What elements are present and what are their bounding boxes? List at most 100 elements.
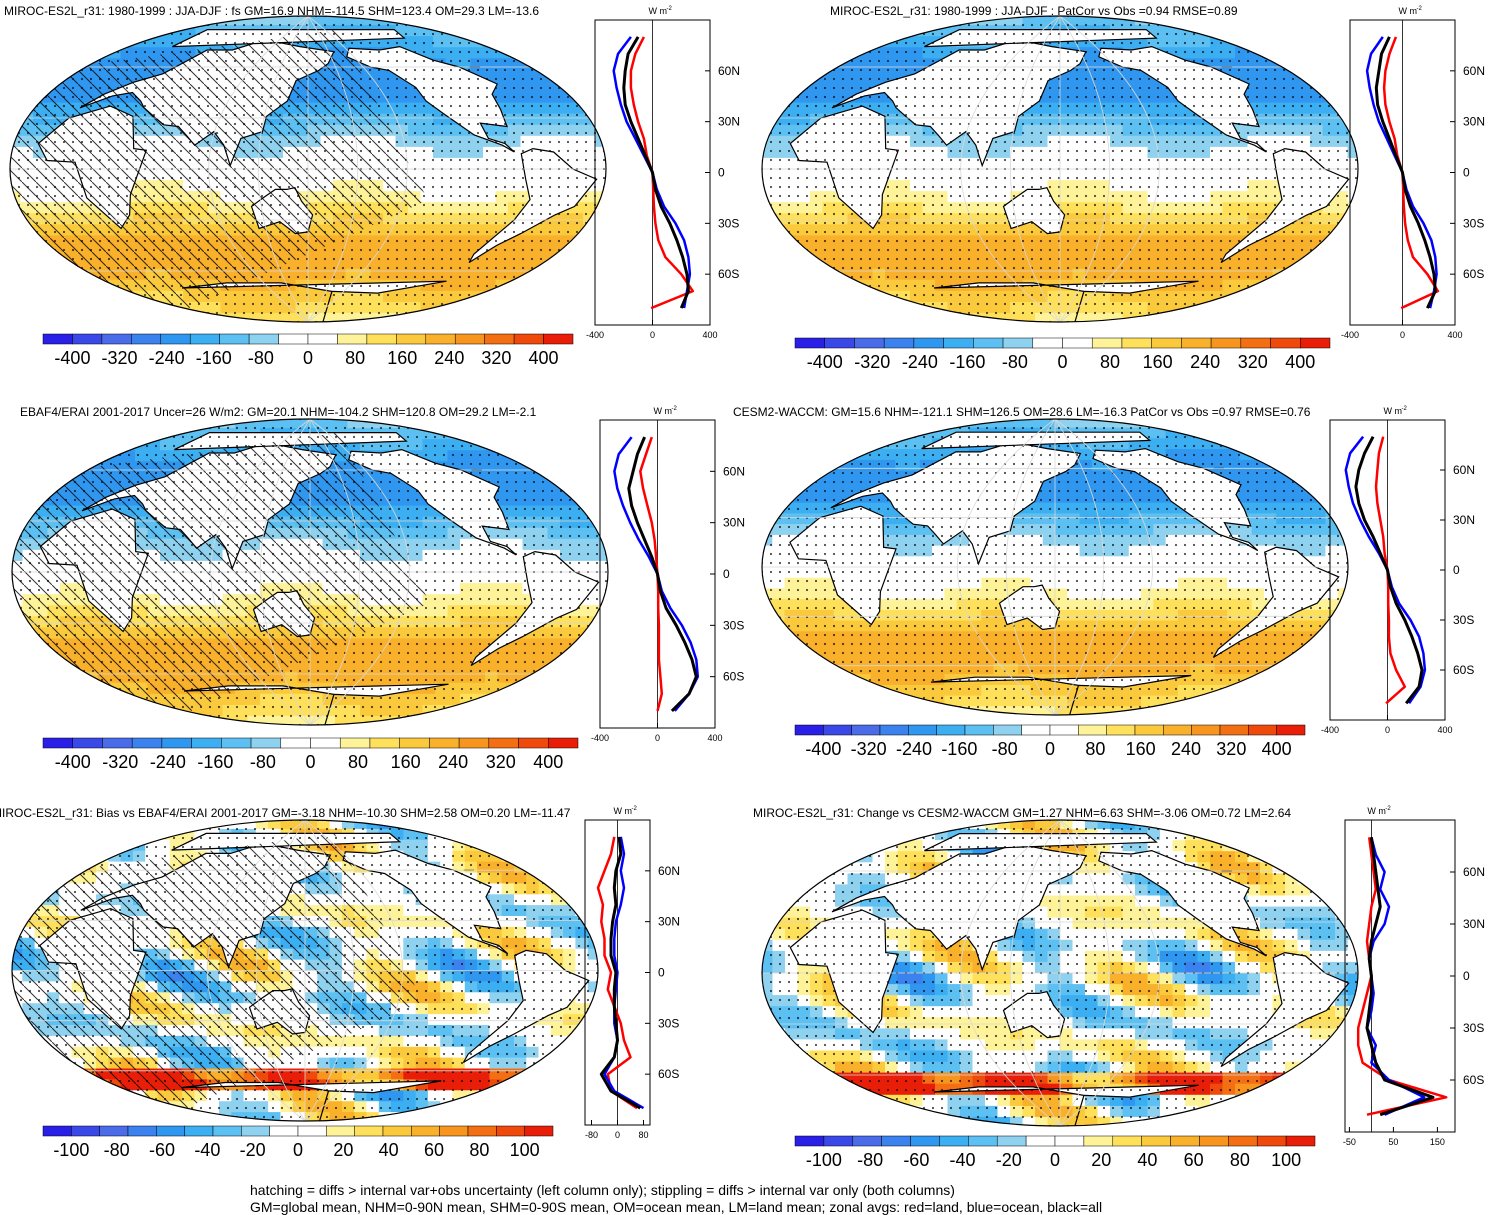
colorbar-tick-label: 400 xyxy=(533,752,563,772)
lat-tick-label: 0 xyxy=(1463,166,1470,180)
colorbar-tick-label: 240 xyxy=(438,752,468,772)
colorbar-tick-label: -400 xyxy=(807,352,843,372)
x-tick-label: -80 xyxy=(585,1130,598,1140)
colorbar-swatch xyxy=(1078,725,1106,735)
colorbar-tick-label: 60 xyxy=(424,1140,444,1160)
x-tick-label: 400 xyxy=(1437,725,1452,735)
colorbar-swatch xyxy=(853,1136,882,1146)
colorbar-tick-label: 80 xyxy=(1230,1150,1250,1170)
unit-label: W m xyxy=(614,806,633,816)
unit-superscript: -2 xyxy=(1402,406,1408,412)
colorbar-swatch xyxy=(270,1126,298,1136)
lat-tick-label: 0 xyxy=(658,966,665,980)
lat-tick-label: 60S xyxy=(1463,1073,1484,1087)
unit-label: W m xyxy=(654,406,673,416)
colorbar-tick-label: -20 xyxy=(996,1150,1022,1170)
colorbar-swatch xyxy=(73,738,103,748)
colorbar-swatch xyxy=(396,334,425,344)
colorbar-swatch xyxy=(311,738,341,748)
x-tick-label: -400 xyxy=(591,733,609,743)
colorbar-tick-label: 40 xyxy=(1137,1150,1157,1170)
colorbar-swatch xyxy=(544,334,573,344)
colorbar-tick-label: -40 xyxy=(950,1150,976,1170)
colorbar-swatch xyxy=(514,334,543,344)
lat-tick-label: 60S xyxy=(1463,267,1484,281)
colorbar-tick-label: -400 xyxy=(805,739,841,759)
colorbar-tick-label: 0 xyxy=(305,752,315,772)
colorbar-swatch xyxy=(823,725,851,735)
colorbar-tick-label: -320 xyxy=(854,352,890,372)
colorbar-tick-label: -80 xyxy=(248,348,274,368)
colorbar-tick-label: 320 xyxy=(481,348,511,368)
lat-tick-label: 30S xyxy=(1463,216,1484,230)
footer-note-line2: GM=global mean, NHM=0-90N mean, SHM=0-90… xyxy=(250,1199,1102,1215)
colorbar-swatch xyxy=(880,725,908,735)
zonal-line-all xyxy=(1356,437,1422,704)
colorbar-swatch xyxy=(43,334,72,344)
colorbar-tick-label: -100 xyxy=(53,1140,89,1160)
lat-tick-label: 30N xyxy=(1463,917,1485,931)
colorbar-tick-label: 0 xyxy=(1050,1150,1060,1170)
lat-tick-label: 30N xyxy=(1463,115,1485,129)
colorbar-swatch xyxy=(997,1136,1026,1146)
colorbar-swatch xyxy=(824,1136,853,1146)
colorbar-swatch xyxy=(221,738,251,748)
colorbar-swatch xyxy=(1220,725,1248,735)
lat-tick-label: 30N xyxy=(723,516,745,530)
colorbar-tick-label: 0 xyxy=(1045,739,1055,759)
colorbar-swatch xyxy=(161,334,190,344)
colorbar-tick-label: -80 xyxy=(857,1150,883,1170)
colorbar-swatch xyxy=(937,725,965,735)
colorbar-swatch xyxy=(281,738,311,748)
colorbar-tick-label: -240 xyxy=(149,348,185,368)
colorbar-tick-label: 80 xyxy=(469,1140,489,1160)
world-map xyxy=(8,14,608,324)
colorbar-swatch xyxy=(882,1136,911,1146)
colorbar-swatch xyxy=(854,338,884,348)
zonal-line-land xyxy=(1384,37,1438,308)
colorbar-swatch xyxy=(213,1126,241,1136)
colorbar-swatch xyxy=(429,738,459,748)
colorbar-swatch xyxy=(1003,338,1033,348)
colorbar-swatch xyxy=(914,338,944,348)
colorbar-tick-label: 400 xyxy=(1262,739,1292,759)
colorbar-swatch xyxy=(908,725,936,735)
x-tick-label: -400 xyxy=(586,330,604,340)
colorbar-tick-label: -160 xyxy=(197,752,233,772)
colorbar-tick-label: 160 xyxy=(1143,352,1173,372)
colorbar-swatch xyxy=(1171,1136,1200,1146)
colorbar-swatch xyxy=(162,738,192,748)
lat-tick-label: 60S xyxy=(723,670,744,684)
x-tick-label: 50 xyxy=(1388,1137,1398,1147)
colorbar-swatch xyxy=(1277,725,1305,735)
colorbar-tick-label: -80 xyxy=(250,752,276,772)
colorbar-swatch xyxy=(426,334,455,344)
colorbar-swatch xyxy=(884,338,914,348)
unit-label: W m xyxy=(649,6,668,16)
colorbar-swatch xyxy=(220,334,249,344)
colorbar-swatch xyxy=(298,1126,326,1136)
x-tick-label: -400 xyxy=(1341,330,1359,340)
colorbar-swatch xyxy=(370,738,400,748)
lat-tick-label: 60N xyxy=(718,64,740,78)
colorbar-swatch xyxy=(1163,725,1191,735)
colorbar-swatch xyxy=(1211,338,1241,348)
unit-label: W m xyxy=(1399,6,1418,16)
colorbar-tick-label: -400 xyxy=(54,348,90,368)
colorbar-swatch xyxy=(102,334,131,344)
colorbar-tick-label: -60 xyxy=(903,1150,929,1170)
world-map xyxy=(760,14,1360,324)
colorbar-swatch xyxy=(1092,338,1122,348)
colorbar-swatch xyxy=(440,1126,468,1136)
x-tick-label: 150 xyxy=(1430,1137,1445,1147)
colorbar-tick-label: -320 xyxy=(102,752,138,772)
lat-tick-label: 60N xyxy=(1453,463,1475,477)
colorbar-swatch xyxy=(1241,338,1271,348)
colorbar-tick-label: 240 xyxy=(1190,352,1220,372)
colorbar-swatch xyxy=(1107,725,1135,735)
unit-superscript: -2 xyxy=(667,6,673,12)
